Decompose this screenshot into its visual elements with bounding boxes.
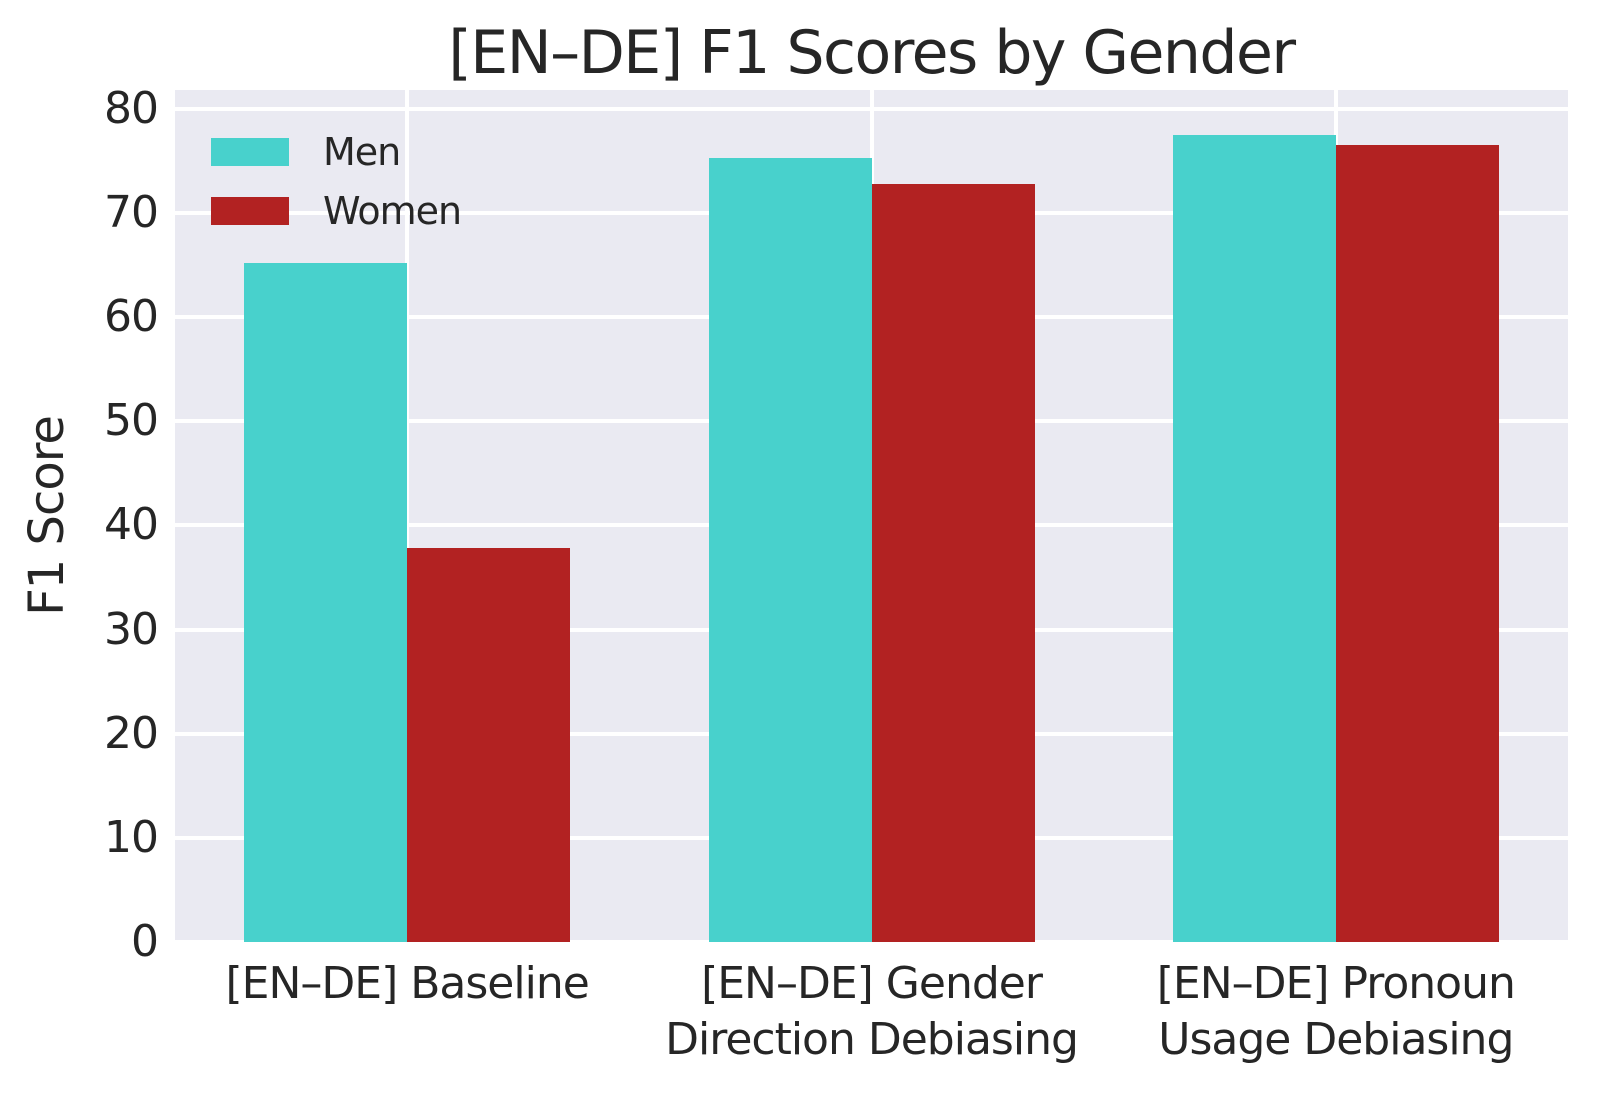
bar-women-1 [871, 183, 1035, 942]
legend-swatch-women [211, 197, 289, 225]
legend-label-men: Men [323, 130, 401, 174]
y-tick-60: 60 [104, 291, 159, 343]
y-tick-80: 80 [104, 82, 159, 134]
y-tick-20: 20 [104, 707, 159, 759]
bar-women-2 [1335, 145, 1499, 942]
legend-swatch-men [211, 138, 289, 166]
legend-item-men: Men [211, 130, 461, 174]
gridline-x-0 [405, 90, 410, 942]
x-tick-1: [EN–DE] Gender Direction Debiasing [665, 958, 1079, 1065]
bar-men-0 [244, 262, 408, 942]
legend-item-women: Women [211, 189, 462, 233]
y-tick-70: 70 [104, 186, 159, 238]
x-tick-2: [EN–DE] Pronoun Usage Debiasing [1156, 958, 1516, 1065]
bar-men-1 [708, 157, 872, 942]
x-tick-0: [EN–DE] Baseline [225, 958, 590, 1009]
chart-title: [EN–DE] F1 Scores by Gender [448, 18, 1296, 88]
y-tick-10: 10 [104, 811, 159, 863]
bar-men-2 [1172, 134, 1336, 942]
y-tick-30: 30 [104, 603, 159, 655]
legend: Men Women [211, 130, 462, 233]
y-tick-50: 50 [104, 395, 159, 447]
bar-women-0 [407, 548, 571, 942]
plot-area [175, 90, 1568, 942]
legend-label-women: Women [323, 189, 462, 233]
y-tick-0: 0 [131, 916, 159, 967]
y-tick-40: 40 [104, 499, 159, 551]
